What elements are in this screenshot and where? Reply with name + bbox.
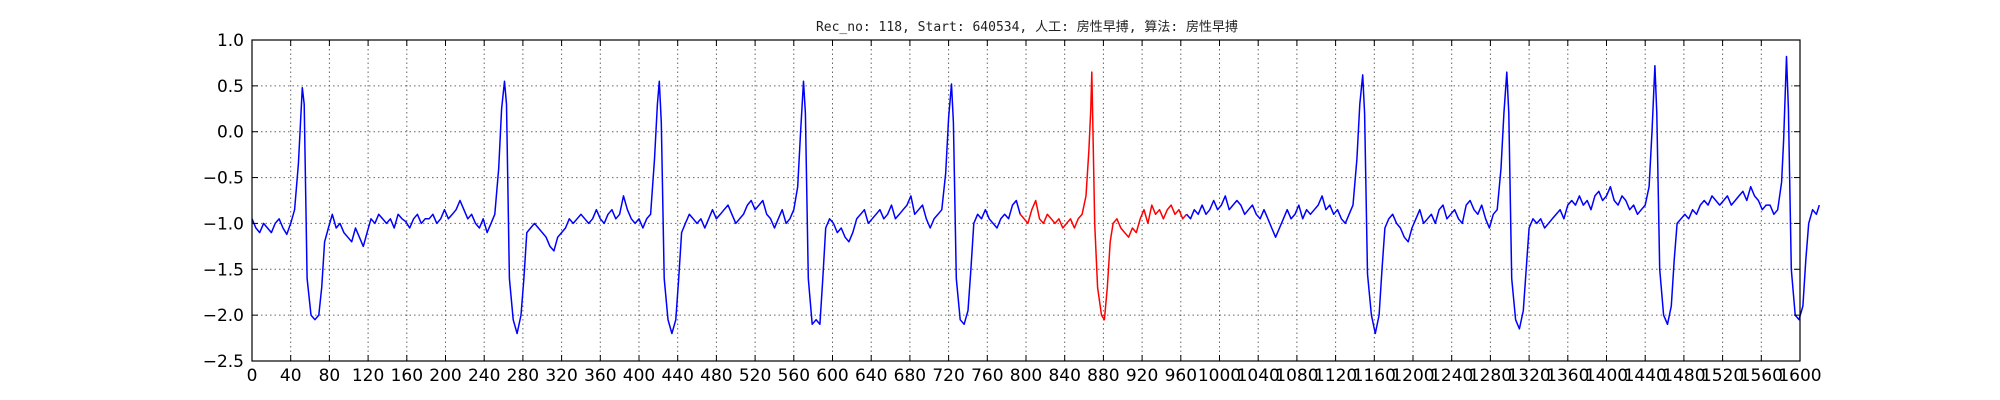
x-tick-label: 1120 <box>1314 366 1357 386</box>
y-tick-label: 0.0 <box>217 123 244 143</box>
x-tick-label: 1040 <box>1237 366 1280 386</box>
x-tick-label: 1080 <box>1275 366 1318 386</box>
x-tick-label: 1560 <box>1740 366 1783 386</box>
x-tick-label: 560 <box>778 366 810 386</box>
x-tick-label: 600 <box>816 366 848 386</box>
plot-frame <box>251 39 1801 362</box>
x-tick-label: 360 <box>584 366 616 386</box>
chart-title: Rec_no: 118, Start: 640534, 人工: 房性早搏, 算法… <box>816 19 1238 35</box>
x-tick-label: 160 <box>391 366 423 386</box>
x-tick-label: 720 <box>932 366 964 386</box>
ecg-signal-line <box>1267 55 1821 335</box>
highlighted-beat-line <box>1019 71 1188 321</box>
x-tick-label: 800 <box>1010 366 1042 386</box>
x-tick-label: 1320 <box>1507 366 1550 386</box>
y-tick-label: −0.5 <box>203 169 244 189</box>
x-tick-label: 80 <box>319 366 341 386</box>
x-tick-label: 480 <box>700 366 732 386</box>
x-tick-label: 200 <box>429 366 461 386</box>
x-tick-label: 320 <box>545 366 577 386</box>
x-tick-label: 280 <box>507 366 539 386</box>
x-tick-label: 680 <box>894 366 926 386</box>
x-tick-label: 1520 <box>1701 366 1744 386</box>
y-tick-label: −2.0 <box>203 306 244 326</box>
x-tick-label: 520 <box>739 366 771 386</box>
x-tick-label: 1000 <box>1198 366 1241 386</box>
x-tick-label: 760 <box>971 366 1003 386</box>
x-tick-label: 840 <box>1048 366 1080 386</box>
x-tick-label: 640 <box>855 366 887 386</box>
ecg-signal-line <box>1186 195 1269 220</box>
x-tick-label: 1440 <box>1624 366 1667 386</box>
x-tick-label: 0 <box>247 366 258 386</box>
y-tick-label: −2.5 <box>203 352 244 372</box>
x-tick-label: 1480 <box>1662 366 1705 386</box>
x-tick-label: 1240 <box>1430 366 1473 386</box>
x-tick-label: 1280 <box>1469 366 1512 386</box>
x-tick-label: 40 <box>280 366 302 386</box>
y-tick-label: −1.0 <box>203 214 244 234</box>
x-tick-label: 400 <box>623 366 655 386</box>
x-tick-label: 240 <box>468 366 500 386</box>
x-tick-label: 1160 <box>1353 366 1396 386</box>
x-tick-label: 1400 <box>1585 366 1628 386</box>
grid-layer <box>252 40 1801 361</box>
y-tick-label: 1.0 <box>217 31 244 51</box>
x-tick-label: 920 <box>1126 366 1158 386</box>
x-tick-label: 1200 <box>1391 366 1434 386</box>
x-tick-label: 440 <box>661 366 693 386</box>
x-tick-label: 880 <box>1087 366 1119 386</box>
y-tick-label: 0.5 <box>217 77 244 97</box>
ecg-signal-line <box>251 80 1021 335</box>
x-tick-label: 120 <box>352 366 384 386</box>
y-tick-label: −1.5 <box>203 260 244 280</box>
series-layer <box>251 55 1821 335</box>
x-tick-label: 960 <box>1165 366 1197 386</box>
y-axis: 1.0 0.5 0.0 −0.5 −1.0 −1.5 −2.0 −2.5 <box>203 31 1800 372</box>
x-axis: 0 40 80 120 160 200 240 280 320 360 400 440 480 520 56… <box>247 40 1822 386</box>
x-tick-label: 1360 <box>1546 366 1589 386</box>
x-tick-label: 1600 <box>1778 366 1821 386</box>
